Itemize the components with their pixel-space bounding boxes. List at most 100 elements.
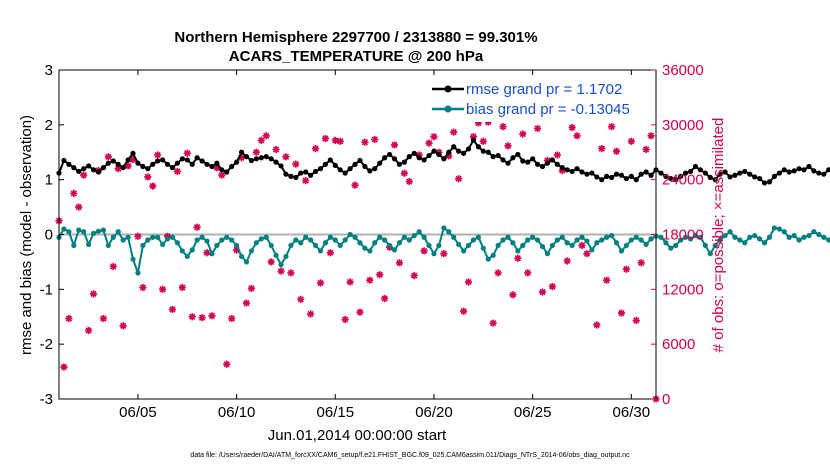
obs-count-point bbox=[450, 128, 458, 136]
obs-count-point bbox=[455, 175, 463, 183]
obs-count-point bbox=[198, 314, 206, 322]
obs-count-point bbox=[405, 177, 413, 186]
bias-point bbox=[160, 241, 166, 247]
rmse-point bbox=[727, 174, 733, 180]
rmse-point bbox=[66, 161, 72, 167]
rmse-point bbox=[401, 159, 407, 165]
bias-point bbox=[559, 234, 565, 240]
rmse-point bbox=[386, 151, 393, 158]
bias-point bbox=[776, 226, 782, 232]
bias-point bbox=[534, 237, 541, 243]
obs-count-point bbox=[474, 119, 482, 127]
obs-count-point bbox=[262, 132, 270, 140]
rmse-point bbox=[169, 165, 176, 171]
rmse-point bbox=[86, 163, 92, 169]
y-left-tick-label: 3 bbox=[45, 62, 53, 79]
rmse-point bbox=[668, 175, 674, 182]
y-left-tick-label: -2 bbox=[40, 336, 53, 353]
obs-count-point bbox=[533, 124, 542, 133]
bias-point bbox=[258, 236, 264, 242]
rmse-point bbox=[752, 174, 758, 180]
bias-point bbox=[608, 232, 615, 239]
bias-point bbox=[594, 240, 600, 246]
bias-point bbox=[505, 234, 511, 240]
bias-point bbox=[189, 247, 195, 253]
rmse-point bbox=[416, 155, 422, 161]
bias-point bbox=[209, 251, 215, 257]
rmse-point bbox=[599, 177, 605, 183]
rmse-point bbox=[618, 172, 625, 178]
bias-point bbox=[377, 234, 383, 240]
bias-point bbox=[219, 237, 225, 243]
bias-point bbox=[732, 234, 738, 240]
obs-count-point bbox=[464, 278, 473, 286]
rmse-point bbox=[574, 166, 580, 172]
rmse-point bbox=[288, 173, 294, 179]
bias-point bbox=[692, 232, 699, 239]
bias-point bbox=[638, 237, 644, 243]
bias-point bbox=[248, 248, 255, 254]
obs-count-point bbox=[129, 155, 137, 164]
obs-count-point bbox=[119, 322, 127, 330]
rmse-point bbox=[322, 161, 329, 167]
rmse-point bbox=[115, 161, 121, 167]
x-tick-label: 06/10 bbox=[218, 404, 256, 421]
rmse-point bbox=[278, 163, 284, 169]
rmse-point bbox=[559, 165, 565, 171]
y-right-tick-label: 24000 bbox=[662, 172, 704, 189]
y-right-tick-label: 6000 bbox=[662, 336, 695, 353]
obs-count-point bbox=[558, 166, 566, 175]
obs-count-point bbox=[430, 133, 438, 141]
obs-count-point bbox=[124, 162, 132, 170]
obs-count-point bbox=[617, 309, 626, 317]
y-left-tick-label: 2 bbox=[45, 117, 53, 134]
obs-count-point bbox=[159, 285, 167, 293]
rmse-point bbox=[120, 165, 126, 171]
bias-point bbox=[391, 247, 398, 253]
bias-point bbox=[90, 230, 97, 237]
rmse-point bbox=[771, 173, 778, 179]
obs-count-series bbox=[55, 112, 660, 403]
rmse-point bbox=[293, 174, 299, 181]
obs-count-point bbox=[445, 152, 453, 160]
bias-point bbox=[821, 234, 827, 240]
bias-point bbox=[737, 237, 743, 243]
bias-point bbox=[401, 234, 407, 240]
rmse-point bbox=[446, 149, 452, 155]
bias-point bbox=[495, 242, 501, 249]
obs-count-point bbox=[504, 142, 512, 150]
rmse-point bbox=[604, 173, 610, 179]
obs-count-point bbox=[173, 167, 182, 176]
legend: rmse grand pr = 1.1702 bias grand pr = -… bbox=[428, 78, 648, 122]
x-axis-label: Jun.01,2014 00:00:00 start bbox=[268, 427, 447, 444]
rmse-point bbox=[150, 161, 156, 167]
bias-point bbox=[801, 234, 807, 240]
obs-count-point bbox=[149, 182, 157, 190]
rmse-point bbox=[712, 177, 718, 183]
bias-point bbox=[317, 248, 324, 254]
obs-count-point bbox=[583, 250, 591, 258]
bias-point bbox=[826, 237, 830, 243]
bias-point bbox=[337, 242, 343, 249]
obs-count-point bbox=[183, 149, 191, 157]
bias-point bbox=[589, 247, 595, 253]
bias-point bbox=[465, 242, 472, 249]
rmse-point bbox=[110, 158, 116, 164]
rmse-point bbox=[594, 174, 600, 180]
bias-point bbox=[460, 248, 467, 254]
rmse-point bbox=[761, 180, 768, 186]
rmse-series bbox=[56, 137, 830, 186]
bias-point bbox=[372, 240, 378, 246]
obs-count-point bbox=[425, 139, 433, 147]
rmse-point bbox=[544, 160, 551, 166]
rmse-point bbox=[308, 172, 314, 178]
obs-count-point bbox=[218, 171, 226, 179]
obs-count-point bbox=[642, 145, 650, 154]
bias-point bbox=[441, 225, 447, 231]
bias-point bbox=[253, 240, 259, 246]
bias-point bbox=[702, 242, 708, 249]
obs-count-point bbox=[415, 151, 423, 159]
rmse-point bbox=[194, 155, 200, 161]
obs-count-point bbox=[494, 269, 502, 277]
obs-count-point bbox=[139, 283, 147, 292]
